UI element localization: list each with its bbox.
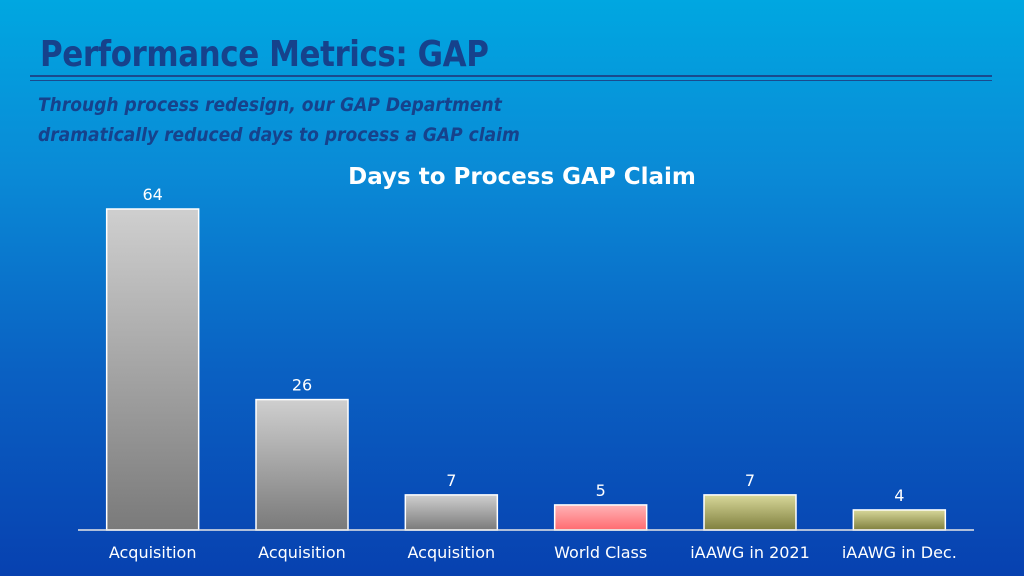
data-label-2: 7 — [446, 471, 456, 490]
subtitle-line-1: Through process redesign, our GAP Depart… — [38, 94, 502, 116]
bar-1 — [255, 398, 349, 531]
bar-3 — [553, 504, 648, 531]
data-label-4: 7 — [745, 471, 755, 490]
data-label-3: 5 — [596, 481, 606, 500]
chart-title: Days to Process GAP Claim — [348, 164, 696, 190]
slide-subtitle: Through process redesign, our GAP Depart… — [38, 90, 520, 150]
bar-2 — [404, 494, 499, 531]
slide-title: Performance Metrics: GAP — [40, 34, 489, 75]
subtitle-line-2: dramatically reduced days to process a G… — [38, 124, 520, 146]
category-label-3: World Class — [554, 543, 647, 562]
category-label-1: Acquisition — [258, 543, 346, 562]
title-divider-thin — [30, 80, 992, 81]
bar-5 — [852, 509, 947, 531]
bar-0 — [105, 208, 200, 531]
data-label-5: 4 — [894, 486, 904, 505]
category-label-0: Acquisition — [109, 543, 197, 562]
category-label-2: Acquisition — [408, 543, 496, 562]
chart-bars: 64 Acquisition 26 Acquisition 7 Acquisition 5 W… — [105, 185, 957, 562]
category-label-4: iAAWG in 2021 — [690, 543, 810, 562]
data-label-1: 26 — [292, 376, 312, 395]
title-divider — [30, 75, 992, 77]
data-label-0: 64 — [142, 185, 162, 204]
bar-4 — [703, 494, 797, 531]
category-label-5: iAAWG in Dec. — [842, 543, 957, 562]
